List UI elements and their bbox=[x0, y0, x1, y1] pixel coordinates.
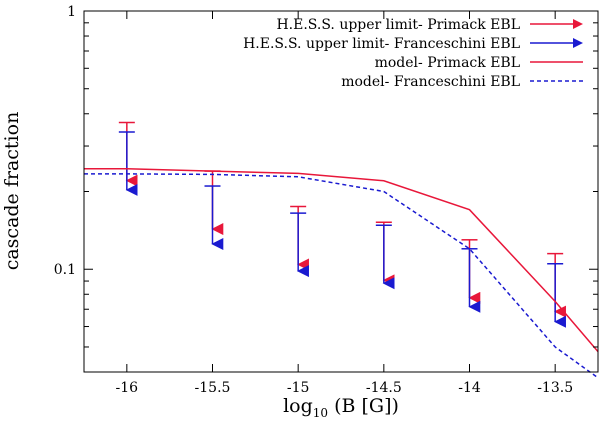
legend-swatch-arrowhead bbox=[573, 19, 583, 29]
x-tick-label: -14.5 bbox=[366, 380, 402, 396]
series-model-primack-ebl bbox=[84, 167, 599, 353]
series-line bbox=[84, 173, 599, 379]
y-tick-label: 1 bbox=[67, 4, 76, 20]
x-tick-label: -15.5 bbox=[195, 380, 231, 396]
y-tick-label: 0.1 bbox=[54, 262, 76, 278]
legend: H.E.S.S. upper limit- Primack EBL H.E.S.S… bbox=[243, 17, 583, 90]
series-h-e-s-s-upper-limit-primack-ebl bbox=[118, 121, 566, 318]
x-axis-label-main: log bbox=[283, 395, 313, 417]
plot-frame bbox=[83, 10, 599, 373]
legend-label: H.E.S.S. upper limit- Primack EBL bbox=[276, 17, 520, 33]
x-tick-label: -16 bbox=[116, 380, 139, 396]
legend-label: H.E.S.S. upper limit- Franceschini EBL bbox=[243, 36, 520, 52]
x-tick-label: -14 bbox=[458, 380, 481, 396]
series-h-e-s-s-upper-limit-franceschini-ebl bbox=[118, 131, 566, 328]
x-tick-label: -15 bbox=[287, 380, 310, 396]
x-tick-label: -13.5 bbox=[537, 380, 573, 396]
legend-label: model- Primack EBL bbox=[375, 55, 520, 71]
legend-swatch-arrowhead bbox=[573, 38, 583, 48]
series-layer bbox=[84, 121, 599, 379]
series-model-franceschini-ebl bbox=[84, 173, 599, 379]
x-axis-label-rest: (B [G]) bbox=[328, 395, 399, 417]
tick-layer: -16 -15.5 -15 -14.5 -14 -13.5 0.1 1 bbox=[54, 4, 598, 396]
x-axis-label: log10 (B [G]) bbox=[283, 395, 399, 420]
legend-label: model- Franceschini EBL bbox=[341, 74, 520, 90]
x-axis-label-subscript: 10 bbox=[313, 406, 328, 420]
y-axis-label: cascade fraction bbox=[1, 112, 23, 271]
series-line bbox=[84, 167, 599, 353]
